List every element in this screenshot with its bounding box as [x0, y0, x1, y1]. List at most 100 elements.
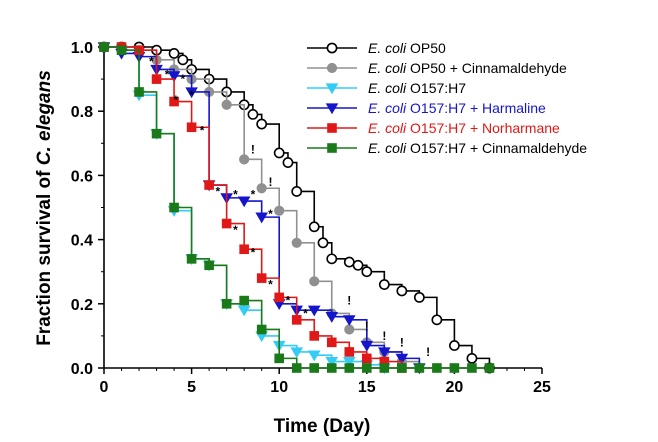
y-axis-title: Fraction survival of C. elegans: [34, 70, 55, 346]
data-point: [379, 363, 390, 373]
significance-mark: *: [251, 188, 256, 202]
significance-mark: *: [165, 67, 170, 81]
data-point: [326, 363, 337, 373]
significance-mark: !: [251, 143, 255, 157]
legend-label: E. coli O157:H7 + Harmaline: [368, 100, 546, 116]
data-point: [466, 352, 478, 364]
legend-label-rest: O157:H7 + Cinnamaldehyde: [406, 140, 587, 156]
data-point: [274, 205, 285, 216]
data-point: [344, 324, 355, 335]
significance-mark: !: [268, 175, 272, 189]
data-point: [432, 363, 442, 373]
data-point: [116, 45, 127, 56]
data-point: [448, 340, 460, 351]
significance-mark: !: [365, 319, 369, 333]
data-point: [221, 99, 232, 110]
legend-label-italic: E. coli: [368, 140, 407, 156]
data-point: [291, 186, 303, 197]
data-point: [291, 315, 302, 325]
legend-label: E. coli O157:H7: [368, 80, 466, 96]
significance-mark: *: [268, 278, 273, 292]
legend-label: E. coli OP50 + Cinnamaldehyde: [368, 60, 567, 76]
y-tick-label: 1.0: [71, 40, 93, 57]
significance-mark: *: [233, 223, 238, 237]
legend-label-rest: O157:H7 + Norharmane: [406, 120, 560, 136]
data-point: [343, 256, 355, 268]
y-axis-title-italic: C. elegans: [34, 70, 55, 165]
data-point: [274, 353, 284, 364]
data-point: [361, 266, 373, 278]
significance-mark: *: [268, 207, 273, 221]
data-point: [168, 48, 180, 59]
data-point: [307, 350, 321, 362]
data-point: [317, 237, 329, 249]
legend-label-rest: O157:H7 + Harmaline: [406, 100, 546, 116]
data-point: [239, 244, 249, 255]
data-point: [484, 363, 495, 373]
legend-label: E. coli O157:H7 + Norharmane: [368, 120, 560, 136]
series-5: [99, 42, 495, 373]
data-point: [307, 305, 321, 317]
data-point: [352, 259, 364, 271]
legend-item: E. coli O157:H7: [307, 80, 466, 96]
data-point: [185, 87, 198, 99]
data-point: [282, 157, 294, 168]
legend-label-italic: E. coli: [368, 60, 407, 76]
data-point: [395, 353, 409, 365]
data-point: [326, 337, 337, 348]
data-point: [151, 74, 162, 84]
series-layer: [97, 41, 495, 375]
legend-item: E. coli O157:H7 + Norharmane: [307, 120, 560, 136]
data-point: [325, 312, 339, 323]
legend-marker: [327, 143, 337, 153]
data-point: [431, 314, 443, 326]
legend-label: E. coli O157:H7 + Cinnamaldehyde: [368, 140, 587, 156]
data-point: [361, 363, 372, 373]
y-axis-title-prefix: Fraction survival of: [34, 165, 55, 346]
data-point: [361, 353, 372, 364]
significance-mark: !: [426, 345, 430, 359]
data-point: [309, 363, 320, 373]
data-point: [169, 96, 179, 107]
x-tick-label: 20: [446, 379, 464, 396]
series-line: [104, 46, 490, 369]
data-point: [237, 305, 251, 317]
data-point: [344, 363, 355, 373]
x-tick-label: 25: [533, 379, 551, 396]
data-point: [256, 324, 267, 335]
legend-item: E. coli OP50 + Cinnamaldehyde: [307, 60, 567, 76]
significance-mark: !: [382, 329, 386, 343]
annotation-layer: ** ** *** * *******!!!!!!!: [149, 54, 430, 359]
legend: E. coli OP50 E. coli OP50 + Cinnamaldehyd…: [307, 40, 587, 156]
data-point: [256, 273, 267, 283]
legend-label-rest: OP50: [406, 40, 446, 56]
significance-mark: *: [303, 306, 308, 320]
legend-item: E. coli O157:H7 + Cinnamaldehyde: [307, 140, 587, 156]
data-point: [309, 331, 320, 341]
legend-item: E. coli O157:H7 + Harmaline: [307, 100, 546, 116]
data-point: [256, 118, 268, 130]
data-point: [360, 340, 374, 352]
data-point: [342, 356, 356, 368]
significance-mark: *: [216, 184, 221, 198]
data-point: [344, 347, 355, 357]
data-point: [134, 87, 144, 97]
data-point: [204, 260, 214, 271]
legend-label-italic: E. coli: [368, 100, 407, 116]
data-point: [449, 363, 460, 373]
data-point: [169, 202, 179, 213]
legend-marker: [325, 103, 339, 115]
data-point: [309, 276, 320, 287]
legend-marker: [325, 83, 339, 95]
x-tick-label: 0: [100, 379, 109, 396]
y-tick-label: 0.0: [71, 361, 93, 378]
legend-marker: [326, 62, 338, 74]
data-point: [274, 292, 284, 303]
x-tick-label: 5: [187, 379, 196, 396]
data-point: [151, 128, 162, 139]
data-point: [291, 237, 302, 248]
data-point: [414, 363, 425, 373]
series-line: [104, 46, 403, 368]
data-point: [326, 253, 338, 265]
data-point: [239, 154, 250, 165]
